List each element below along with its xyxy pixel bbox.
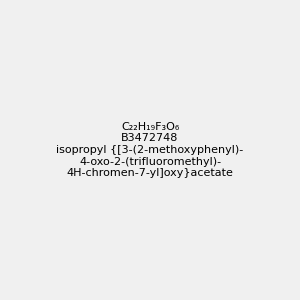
Text: C₂₂H₁₉F₃O₆
B3472748
isopropyl {[3-(2-methoxyphenyl)-
4-oxo-2-(trifluoromethyl)-
: C₂₂H₁₉F₃O₆ B3472748 isopropyl {[3-(2-met…: [56, 122, 244, 178]
